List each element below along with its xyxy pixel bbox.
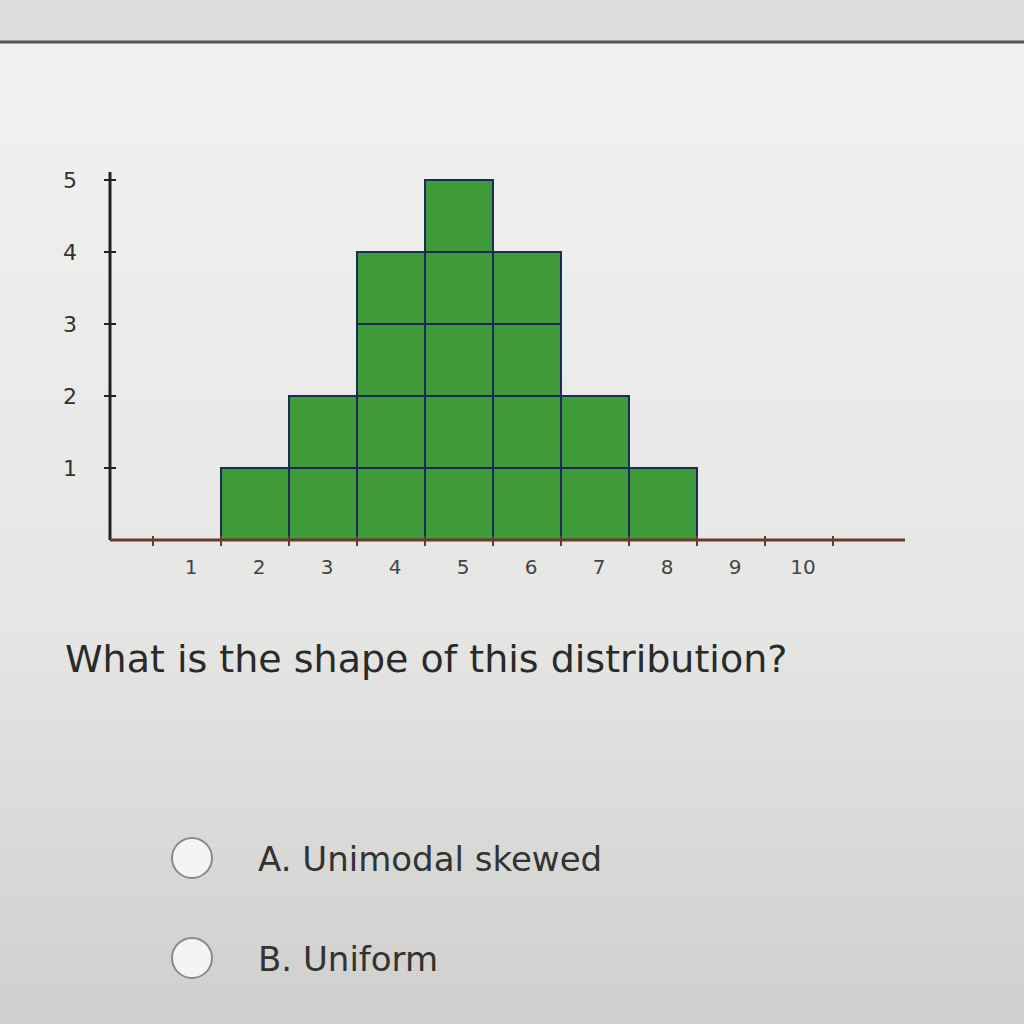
x-tick-label: 9 <box>729 555 742 579</box>
x-tick <box>152 536 154 546</box>
x-tick-label: 3 <box>321 555 334 579</box>
x-tick <box>628 536 630 546</box>
bar-unit-divider <box>493 467 561 469</box>
bar-unit-divider <box>357 323 425 325</box>
answer-option[interactable]: A. Unimodal skewed <box>258 839 602 879</box>
bar-unit-divider <box>357 467 425 469</box>
bars <box>221 180 697 540</box>
bar-unit-divider <box>561 467 629 469</box>
x-tick-label: 6 <box>525 555 538 579</box>
background <box>0 0 1024 1024</box>
x-tick-label: 5 <box>457 555 470 579</box>
bar <box>629 468 697 540</box>
bar <box>221 468 289 540</box>
bar <box>425 180 493 540</box>
bar-unit-divider <box>357 395 425 397</box>
header-edge <box>0 41 1024 44</box>
header-band <box>0 0 1024 42</box>
y-tick-label: 5 <box>63 168 77 193</box>
bar-unit-divider <box>425 251 493 253</box>
x-tick <box>356 536 358 546</box>
question: What is the shape of this distribution? <box>65 637 787 681</box>
x-tick-label: 10 <box>790 555 815 579</box>
y-tick-label: 4 <box>63 240 77 265</box>
y-tick <box>104 179 116 181</box>
bar-unit-divider <box>493 323 561 325</box>
radio-button[interactable] <box>172 938 212 978</box>
x-tick <box>492 536 494 546</box>
y-axis <box>109 172 112 540</box>
bar-unit-divider <box>425 323 493 325</box>
y-tick-label: 2 <box>63 384 77 409</box>
page: 1 2 3 4 5 1 2 3 4 5 6 7 8 9 10 What is the shape of thi… <box>0 0 1024 1024</box>
x-tick-label: 7 <box>593 555 606 579</box>
bar <box>357 252 425 540</box>
x-axis <box>110 539 905 542</box>
x-tick <box>560 536 562 546</box>
x-tick <box>764 536 766 546</box>
answer-option[interactable]: B. Uniform <box>258 939 438 979</box>
bar <box>289 396 357 540</box>
y-tick-label: 3 <box>63 312 77 337</box>
x-tick-label: 4 <box>389 555 402 579</box>
bar <box>493 252 561 540</box>
y-tick <box>104 323 116 325</box>
x-tick-label: 1 <box>185 555 198 579</box>
x-tick <box>288 536 290 546</box>
x-tick <box>696 536 698 546</box>
bar-unit-divider <box>425 395 493 397</box>
y-tick <box>104 467 116 469</box>
x-tick <box>424 536 426 546</box>
x-tick <box>220 536 222 546</box>
x-tick <box>832 536 834 546</box>
bar-unit-divider <box>425 467 493 469</box>
y-tick <box>104 251 116 253</box>
bar-unit-divider <box>289 467 357 469</box>
x-tick-label: 2 <box>253 555 266 579</box>
x-tick-label: 8 <box>661 555 674 579</box>
y-tick-label: 1 <box>63 456 77 481</box>
y-tick <box>104 395 116 397</box>
bar <box>561 396 629 540</box>
bar-unit-divider <box>493 395 561 397</box>
radio-button[interactable] <box>172 838 212 878</box>
